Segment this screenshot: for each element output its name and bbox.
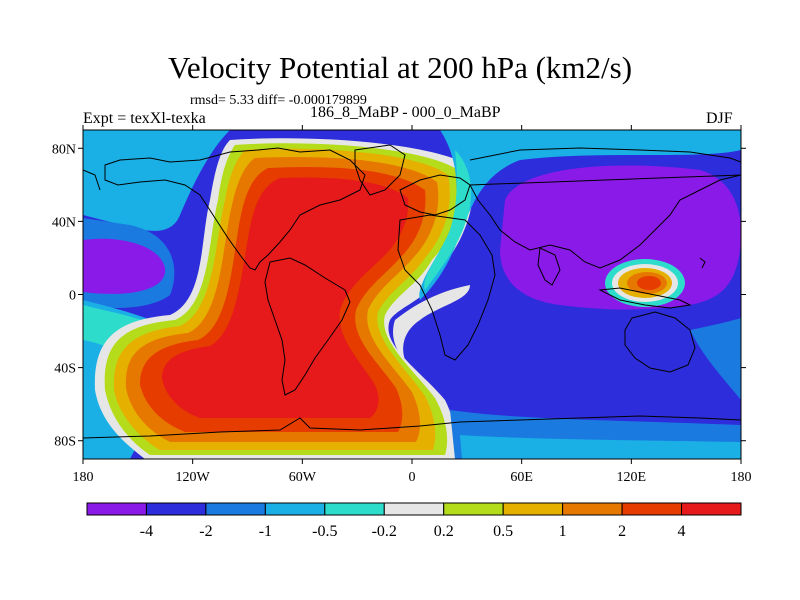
- colorbar-swatch: [502, 502, 564, 516]
- colorbar-swatch: [562, 502, 623, 516]
- season-label: DJF: [706, 110, 733, 127]
- colorbar-swatch: [324, 502, 385, 516]
- latitude-axis: 80N 40N 0 40S 80S: [52, 142, 746, 450]
- colorbar-label: -4: [140, 523, 153, 540]
- colorbar-swatch: [443, 502, 504, 516]
- velocity-potential-field: [83, 130, 741, 459]
- experiment-range-label: 186_8_MaBP - 000_0_MaBP: [310, 104, 501, 121]
- lon-tick-label: 180: [731, 470, 752, 485]
- continent-outlines: [83, 144, 741, 439]
- lat-tick-label: 80N: [52, 142, 76, 157]
- colorbar-label: 2: [618, 523, 626, 540]
- colorbar-swatch: [264, 502, 326, 516]
- lon-tick-label: 0: [409, 470, 416, 485]
- atlantic-edge-band: [393, 285, 470, 360]
- lat-tick-label: 0: [69, 289, 76, 304]
- lon-tick-label: 180: [73, 470, 94, 485]
- colorbar: -4 -2 -1 -0.5 -0.2 0.2 0.5 1 2 4: [86, 502, 742, 540]
- colorbar-swatch: [86, 502, 147, 516]
- experiment-label: Expt = texXl-texka: [83, 110, 206, 127]
- colorbar-swatch: [383, 502, 445, 516]
- west-purple-patch: [83, 238, 166, 294]
- lon-tick-label: 60W: [289, 470, 317, 485]
- colorbar-label: 0.2: [434, 523, 454, 540]
- lat-tick-label: 40N: [52, 215, 76, 230]
- colorbar-label: -0.2: [372, 523, 397, 540]
- colorbar-swatch: [145, 502, 207, 516]
- positive-core-region: [162, 177, 409, 418]
- lon-tick-label: 60E: [510, 470, 533, 485]
- lon-tick-label: 120E: [617, 470, 647, 485]
- colorbar-label: 4: [678, 523, 686, 540]
- southern-cyan-band: [460, 435, 741, 459]
- colorbar-label: 0.5: [493, 523, 513, 540]
- colorbar-swatch: [681, 502, 742, 516]
- lat-tick-label: 80S: [54, 435, 76, 450]
- lat-tick-label: 40S: [54, 362, 76, 377]
- colorbar-label: -1: [259, 523, 272, 540]
- se-pacific-blue: [690, 318, 741, 400]
- map-subtitle: rmsd= 5.33 diff= -0.000179899: [190, 93, 367, 108]
- colorbar-label: -0.5: [312, 523, 337, 540]
- arctic-teal-band: [424, 150, 472, 290]
- colorbar-swatch: [621, 502, 683, 516]
- colorbar-label: 1: [559, 523, 567, 540]
- longitude-axis: 180 120W 60W 0 60E 120E 180: [73, 125, 752, 485]
- colorbar-label: -2: [199, 523, 212, 540]
- arctic-cyan-band: [419, 130, 741, 300]
- local-max-red-core: [637, 276, 661, 290]
- lon-tick-label: 120W: [176, 470, 211, 485]
- map-title: Velocity Potential at 200 hPa (km2/s): [167, 50, 633, 85]
- colorbar-swatch: [205, 502, 266, 516]
